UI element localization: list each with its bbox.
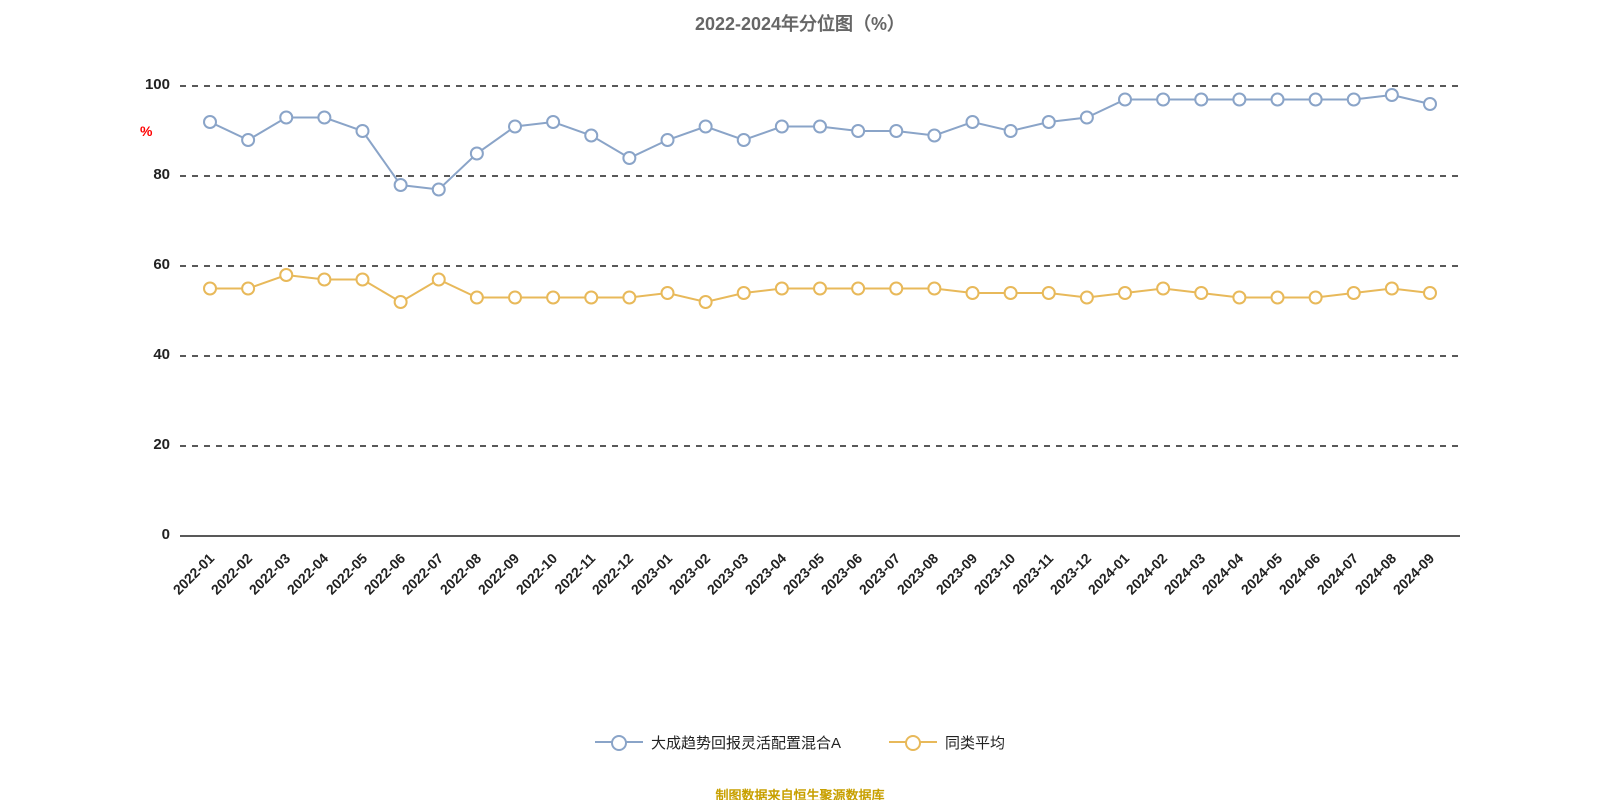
series-marker xyxy=(1272,94,1284,106)
chart-svg xyxy=(0,0,1600,800)
series-marker xyxy=(623,292,635,304)
series-marker xyxy=(1386,89,1398,101)
series-marker xyxy=(814,121,826,133)
series-marker xyxy=(662,287,674,299)
series-marker xyxy=(1424,98,1436,110)
series-marker xyxy=(890,283,902,295)
series-marker xyxy=(1233,94,1245,106)
series-marker xyxy=(1348,287,1360,299)
y-tick-label: 0 xyxy=(130,526,170,543)
y-tick-label: 20 xyxy=(130,436,170,453)
series-marker xyxy=(433,274,445,286)
y-tick-label: 40 xyxy=(130,346,170,363)
series-marker xyxy=(738,287,750,299)
percentile-line-chart: 2022-2024年分位图（%） % 大成趋势回报灵活配置混合A同类平均 制图数… xyxy=(0,0,1600,800)
series-marker xyxy=(509,292,521,304)
series-marker xyxy=(1310,292,1322,304)
series-marker xyxy=(242,283,254,295)
series-marker xyxy=(357,274,369,286)
series-marker xyxy=(776,283,788,295)
series-marker xyxy=(928,283,940,295)
series-marker xyxy=(1424,287,1436,299)
series-marker xyxy=(1119,94,1131,106)
legend-item: 同类平均 xyxy=(889,732,1005,753)
series-marker xyxy=(662,134,674,146)
series-marker xyxy=(1005,125,1017,137)
chart-legend: 大成趋势回报灵活配置混合A 同类平均 xyxy=(0,730,1600,753)
series-marker xyxy=(776,121,788,133)
series-marker xyxy=(967,287,979,299)
series-marker xyxy=(433,184,445,196)
series-marker xyxy=(852,125,864,137)
series-marker xyxy=(738,134,750,146)
series-marker xyxy=(357,125,369,137)
legend-label: 同类平均 xyxy=(945,732,1005,753)
series-marker xyxy=(585,130,597,142)
series-marker xyxy=(547,292,559,304)
y-tick-label: 100 xyxy=(130,76,170,93)
series-marker xyxy=(242,134,254,146)
series-marker xyxy=(204,116,216,128)
series-marker xyxy=(700,121,712,133)
series-marker xyxy=(204,283,216,295)
series-marker xyxy=(585,292,597,304)
series-marker xyxy=(1195,287,1207,299)
series-marker xyxy=(1119,287,1131,299)
series-marker xyxy=(1348,94,1360,106)
series-marker xyxy=(1005,287,1017,299)
series-marker xyxy=(700,296,712,308)
series-marker xyxy=(890,125,902,137)
series-marker xyxy=(623,152,635,164)
series-marker xyxy=(1386,283,1398,295)
series-marker xyxy=(395,296,407,308)
series-marker xyxy=(280,112,292,124)
series-marker xyxy=(471,148,483,160)
series-marker xyxy=(1043,287,1055,299)
series-marker xyxy=(967,116,979,128)
series-marker xyxy=(1233,292,1245,304)
legend-label: 大成趋势回报灵活配置混合A xyxy=(651,732,841,753)
series-marker xyxy=(928,130,940,142)
series-marker xyxy=(1310,94,1322,106)
y-tick-label: 80 xyxy=(130,166,170,183)
series-marker xyxy=(814,283,826,295)
series-marker xyxy=(509,121,521,133)
chart-footer: 制图数据来自恒生聚源数据库 xyxy=(0,785,1600,800)
series-marker xyxy=(1081,292,1093,304)
series-marker xyxy=(318,112,330,124)
series-marker xyxy=(1272,292,1284,304)
series-marker xyxy=(471,292,483,304)
series-marker xyxy=(547,116,559,128)
series-marker xyxy=(1081,112,1093,124)
series-marker xyxy=(395,179,407,191)
series-marker xyxy=(1157,94,1169,106)
series-marker xyxy=(280,269,292,281)
series-marker xyxy=(1157,283,1169,295)
legend-item: 大成趋势回报灵活配置混合A xyxy=(595,732,841,753)
y-tick-label: 60 xyxy=(130,256,170,273)
series-marker xyxy=(852,283,864,295)
series-marker xyxy=(318,274,330,286)
series-marker xyxy=(1043,116,1055,128)
series-marker xyxy=(1195,94,1207,106)
